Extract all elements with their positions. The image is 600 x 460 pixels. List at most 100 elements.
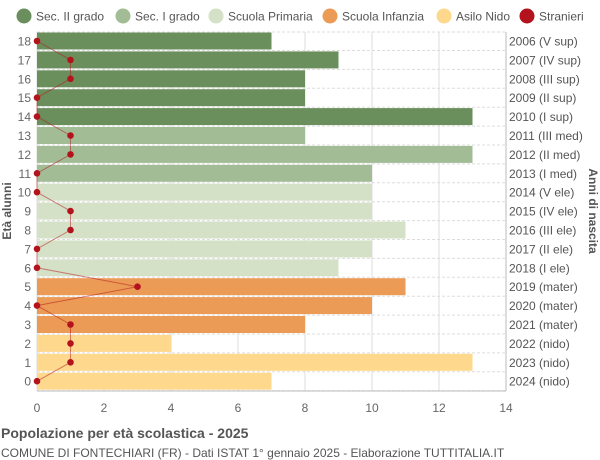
birth-year-label: 2007 (IV sup) [509,53,581,67]
age-label: 16 [18,72,32,86]
birth-year-label: 2024 (nido) [509,375,570,389]
legend-marker [115,8,131,24]
stranieri-point [33,170,41,177]
stranieri-point [67,132,74,139]
y-axis-right-title: Anni di nascita [586,168,600,254]
bar-age-17 [37,51,339,69]
stranieri-point [67,321,74,328]
birth-year-label: 2010 (I sup) [509,110,573,124]
birth-year-label: 2023 (nido) [509,356,570,370]
stranieri-point [67,75,74,83]
age-label: 12 [18,148,32,162]
age-label: 7 [24,242,31,256]
legend-label: Sec. II grado [36,10,104,24]
x-tick-label: 14 [499,401,513,415]
bar-age-4 [37,297,372,315]
stranieri-point [67,226,74,234]
age-label: 11 [19,167,32,181]
stranieri-point [67,151,74,158]
bar-age-3 [37,316,305,333]
age-label: 8 [24,224,31,238]
age-label: 1 [24,356,31,370]
x-tick-label: 4 [168,401,175,415]
birth-year-label: 2011 (III med) [509,129,583,143]
legend-marker [519,8,535,24]
birth-year-label: 2012 (II med) [509,148,580,162]
stranieri-point [67,207,74,215]
age-label: 2 [24,337,31,351]
birth-year-label: 2008 (III sup) [509,72,580,86]
stranieri-point [134,283,141,291]
bar-age-0 [37,372,272,390]
legend-marker [16,8,32,24]
bar-age-2 [37,334,171,352]
x-tick-label: 0 [34,401,41,415]
bar-age-12 [37,145,473,163]
chart-subtitle: COMUNE DI FONTECHIARI (FR) - Dati ISTAT … [1,446,505,460]
x-tick-label: 6 [235,401,242,415]
birth-year-label: 2015 (IV ele) [509,205,578,219]
x-tick-label: 12 [432,401,446,415]
legend-label: Stranieri [539,10,584,24]
bar-age-9 [37,202,372,220]
x-tick-label: 8 [302,401,309,415]
stranieri-point [33,37,41,45]
age-label: 15 [18,91,32,105]
bar-age-5 [37,278,406,296]
birth-year-label: 2018 (I ele) [509,261,570,275]
chart-title: Popolazione per età scolastica - 2025 [1,425,249,441]
bar-age-11 [37,164,372,182]
legend-label: Scuola Primaria [228,10,313,24]
legend-label: Asilo Nido [456,10,510,24]
bar-age-15 [37,89,305,107]
stranieri-point [33,377,41,385]
age-label: 17 [18,53,32,67]
age-label: 3 [24,318,31,332]
y-axis-title: Età alunni [0,182,14,239]
bar-age-6 [37,259,339,277]
birth-year-label: 2016 (III ele) [509,224,576,238]
stranieri-point [33,302,41,309]
bar-age-14 [37,108,473,126]
legend-label: Scuola Infanzia [342,10,424,24]
birth-year-label: 2020 (mater) [509,299,578,313]
x-tick-label: 2 [101,401,108,415]
x-tick-label: 10 [365,401,379,415]
bar-age-8 [37,221,406,239]
stranieri-point [33,245,41,253]
legend-marker [208,8,224,24]
stranieri-point [67,340,74,347]
stranieri-point [67,359,74,366]
bar-age-13 [37,127,305,144]
legend-label: Sec. I grado [135,10,200,24]
birth-year-label: 2017 (II ele) [509,242,573,256]
bar-age-10 [37,183,372,201]
stranieri-point [33,94,41,101]
stranieri-point [33,264,41,272]
age-label: 5 [24,280,31,294]
stranieri-point [33,188,41,196]
birth-year-label: 2021 (mater) [509,318,578,332]
age-label: 18 [18,35,32,49]
bar-chart: Sec. II grado Sec. I grado Scuola Primaria… [0,8,600,415]
legend-marker [322,8,338,24]
age-label: 0 [24,375,31,389]
bar-age-18 [37,32,272,50]
birth-year-label: 2009 (II sup) [509,91,576,105]
bar-age-16 [37,70,305,88]
bar-age-1 [37,353,473,371]
age-label: 13 [18,129,32,143]
bar-age-7 [37,240,372,258]
age-label: 6 [24,261,31,275]
birth-year-label: 2019 (mater) [509,280,578,294]
age-label: 4 [24,299,31,313]
birth-year-label: 2006 (V sup) [509,35,578,49]
birth-year-label: 2014 (V ele) [509,186,574,200]
birth-year-label: 2013 (I med) [509,167,577,181]
age-label: 9 [24,205,31,219]
birth-year-label: 2022 (nido) [509,337,570,351]
legend-marker [436,8,452,24]
age-label: 10 [18,186,32,200]
stranieri-point [67,56,74,64]
